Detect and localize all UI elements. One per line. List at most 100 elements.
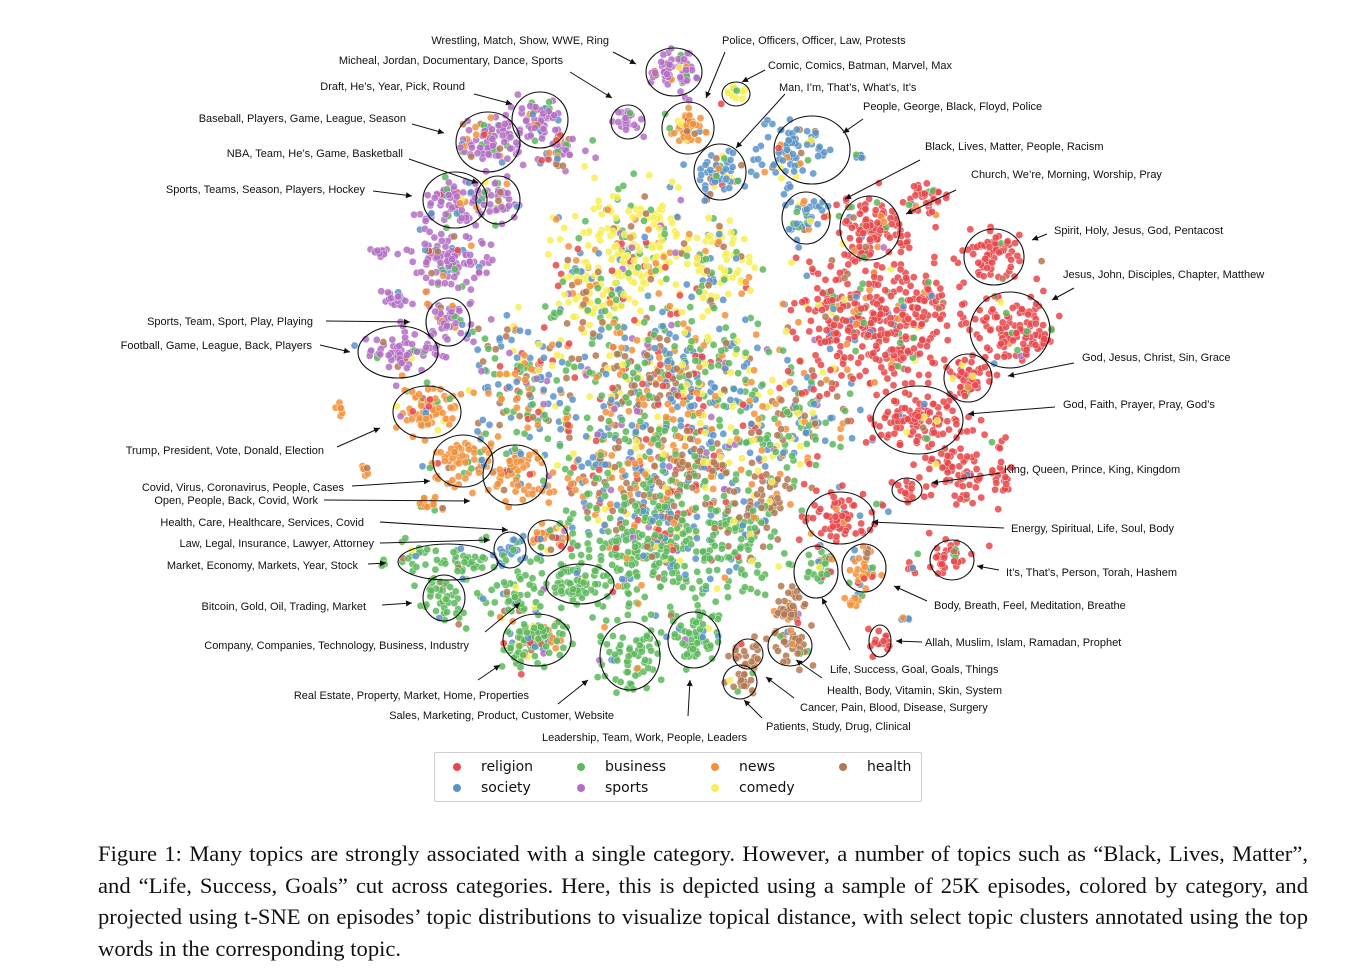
scatter-point-health: [777, 582, 785, 590]
scatter-point-sports: [453, 192, 461, 201]
scatter-point-sports: [436, 258, 445, 267]
scatter-point-society: [639, 552, 648, 560]
scatter-point-religion: [901, 488, 909, 497]
scatter-point-sports: [539, 125, 548, 133]
scatter-point-news: [533, 528, 541, 537]
scatter-point-comedy: [655, 224, 663, 233]
scatter-point-news: [600, 623, 609, 632]
scatter-point-society: [755, 454, 763, 463]
scatter-point-business: [502, 449, 511, 458]
scatter-point-religion: [608, 384, 617, 392]
scatter-point-sports: [488, 256, 497, 264]
scatter-point-health: [640, 491, 648, 500]
scatter-point-sports: [427, 278, 436, 287]
scatter-point-comedy: [701, 428, 709, 437]
scatter-point-religion: [849, 374, 857, 383]
scatter-point-comedy: [672, 280, 680, 289]
scatter-point-news: [684, 104, 693, 112]
scatter-point-business: [622, 536, 630, 545]
scatter-point-business: [783, 408, 792, 417]
scatter-point-health: [715, 222, 724, 230]
scatter-point-health: [795, 636, 804, 645]
scatter-point-sports: [443, 321, 451, 330]
scatter-point-health: [773, 431, 782, 440]
scatter-point-religion: [974, 258, 983, 267]
scatter-point-health: [564, 256, 572, 264]
scatter-point-sports: [663, 70, 671, 78]
scatter-point-business: [622, 393, 630, 402]
scatter-point-comedy: [777, 174, 786, 182]
scatter-point-business: [633, 572, 642, 581]
scatter-point-comedy: [727, 228, 735, 237]
scatter-point-business: [679, 530, 687, 538]
scatter-point-religion: [790, 299, 799, 308]
scatter-point-news: [752, 330, 761, 339]
scatter-point-religion: [829, 493, 838, 501]
scatter-point-business: [692, 618, 701, 627]
scatter-point-society: [572, 413, 580, 422]
scatter-point-sports: [512, 138, 521, 147]
scatter-point-news: [438, 409, 447, 417]
scatter-point-news: [424, 385, 433, 394]
scatter-point-religion: [901, 379, 910, 388]
scatter-point-religion: [862, 438, 870, 447]
scatter-point-business: [609, 632, 617, 640]
scatter-point-sports: [518, 104, 526, 113]
scatter-point-business: [516, 663, 525, 672]
scatter-point-news: [408, 415, 416, 424]
scatter-point-business: [714, 554, 722, 562]
scatter-point-comedy: [933, 417, 942, 425]
scatter-point-health: [684, 371, 693, 380]
scatter-point-society: [556, 399, 564, 408]
scatter-point-business: [873, 198, 881, 207]
scatter-point-business: [624, 652, 633, 661]
scatter-point-health: [434, 247, 442, 256]
scatter-point-business: [404, 554, 413, 563]
scatter-point-society: [740, 497, 748, 506]
scatter-point-business: [804, 156, 812, 165]
scatter-point-religion: [826, 366, 835, 374]
scatter-point-society: [427, 209, 436, 218]
scatter-point-business: [683, 252, 691, 260]
scatter-point-religion: [661, 263, 670, 272]
scatter-point-health: [731, 499, 739, 508]
scatter-point-business: [699, 620, 707, 629]
scatter-point-news: [733, 435, 742, 443]
scatter-point-business: [598, 544, 607, 552]
scatter-point-religion: [928, 358, 937, 367]
scatter-point-religion: [1002, 480, 1011, 488]
scatter-point-society: [659, 322, 667, 331]
scatter-point-business: [588, 613, 597, 622]
scatter-point-news: [742, 278, 750, 287]
scatter-point-society: [577, 362, 585, 371]
scatter-point-society: [719, 430, 728, 438]
scatter-point-news: [457, 390, 465, 399]
scatter-point-sports: [676, 73, 685, 81]
scatter-point-society: [802, 429, 810, 437]
scatter-point-religion: [800, 480, 809, 489]
scatter-point-religion: [858, 342, 867, 351]
scatter-point-news: [577, 324, 586, 333]
scatter-point-business: [626, 109, 634, 117]
scatter-point-comedy: [628, 213, 637, 221]
scatter-point-health: [797, 149, 806, 157]
scatter-point-society: [574, 455, 583, 464]
scatter-point-news: [336, 404, 345, 412]
scatter-point-business: [692, 504, 700, 512]
scatter-point-society: [754, 155, 762, 163]
scatter-point-business: [741, 583, 749, 592]
scatter-point-business: [651, 266, 660, 275]
scatter-point-society: [726, 156, 735, 164]
scatter-point-sports: [454, 283, 463, 292]
scatter-point-business: [644, 335, 653, 344]
scatter-point-business: [624, 589, 633, 598]
scatter-point-society: [803, 205, 811, 214]
scatter-point-business: [772, 448, 780, 456]
scatter-point-religion: [856, 209, 864, 218]
scatter-point-religion: [815, 325, 823, 333]
scatter-point-business: [670, 425, 679, 434]
scatter-point-sports: [376, 350, 385, 359]
scatter-point-business: [537, 543, 545, 551]
scatter-point-society: [556, 386, 565, 394]
scatter-point-news: [699, 341, 708, 350]
